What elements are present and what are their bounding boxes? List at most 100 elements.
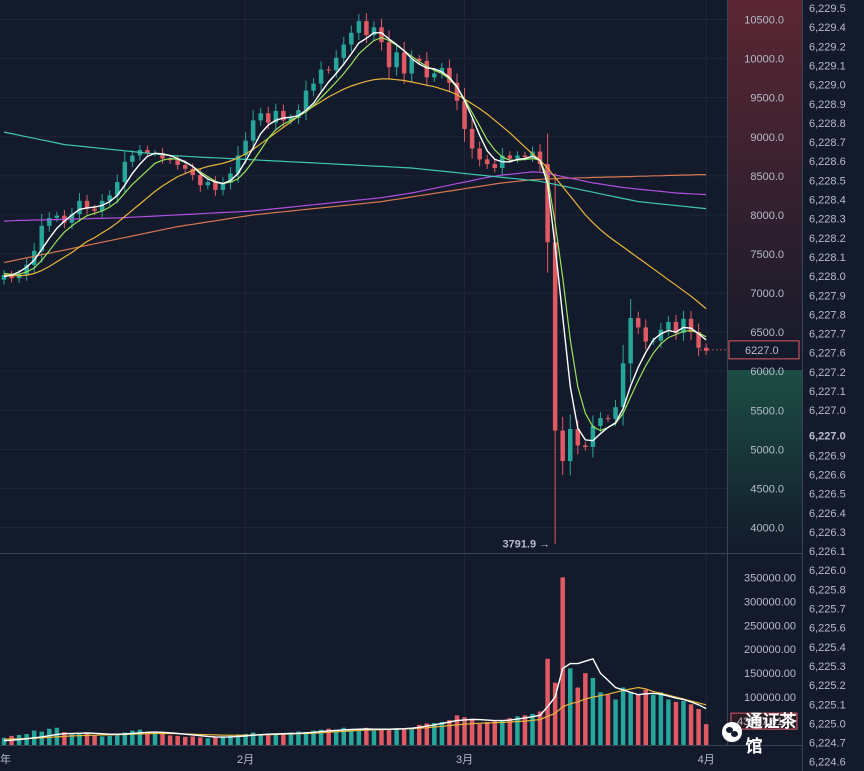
price-tick-label: 4500.0 (750, 483, 784, 495)
min-price-marker: 3791.9 → (502, 539, 550, 551)
volume-bar (266, 733, 271, 745)
candle-body (326, 69, 331, 71)
volume-bar (175, 735, 180, 745)
right-scale-label: 6,226.5 (809, 489, 846, 501)
volume-bar (537, 711, 543, 745)
right-scale-label: 6,227.7 (809, 329, 846, 341)
volume-bar (122, 732, 128, 745)
volume-bar (333, 729, 339, 745)
right-scale-label: 6,228.7 (809, 137, 846, 149)
ma-white-line (3, 32, 707, 442)
volume-bar (658, 692, 664, 745)
right-scale-label: 6,226.1 (809, 546, 846, 558)
right-scale-label: 6,225.7 (809, 604, 846, 616)
volume-bar (198, 737, 203, 745)
volume-bar (341, 727, 346, 745)
volume-bar (688, 704, 694, 745)
candle-body (250, 120, 256, 141)
candle-body (258, 113, 263, 121)
right-scale-background (802, 0, 864, 771)
ma-orange-line (3, 174, 707, 264)
wechat-watermark: 通证茶馆 (722, 712, 812, 757)
right-scale-current-value: 6,227.0 (809, 430, 846, 442)
candle-body (9, 275, 14, 279)
volume-bars (1, 577, 709, 745)
candle-body (598, 418, 603, 426)
volume-bar (507, 718, 513, 745)
time-axis: 年 2月 3月 4月 (0, 752, 715, 766)
candle-body (84, 200, 90, 209)
candle-body (590, 425, 596, 447)
candle-body (462, 100, 467, 129)
candle-body (77, 200, 82, 215)
volume-value-box: 43537.61 (730, 712, 798, 730)
candle-body (575, 429, 581, 446)
candle-body (432, 73, 437, 78)
right-price-scale[interactable]: 6,229.5 6,229.4 6,229.2 6,229.1 6,229.0 6,228… (809, 3, 846, 771)
volume-bar (364, 727, 369, 745)
candle-body (92, 208, 97, 211)
volume-bar (296, 731, 301, 745)
candle-body (666, 321, 671, 330)
right-scale-label: 6,226.9 (809, 450, 846, 462)
volume-bar (484, 722, 490, 745)
candle-body (613, 407, 618, 419)
time-tick-label: 2月 (237, 754, 254, 766)
volume-bar (424, 723, 430, 745)
price-tick-label: 10000.0 (744, 54, 784, 66)
price-tick-label: 9500.0 (750, 93, 784, 105)
candle-body (424, 60, 430, 78)
volume-bar (432, 722, 437, 745)
candle-body (122, 161, 128, 183)
candle-body (628, 318, 633, 364)
candle-body (69, 214, 75, 223)
volume-tick-label: 100000.00 (744, 692, 796, 704)
candle-body (190, 168, 195, 176)
volume-bar (167, 735, 173, 745)
candle-body (54, 215, 60, 219)
volume-bar (500, 720, 505, 745)
ma-yellow-line (3, 78, 707, 310)
volume-bar (598, 692, 603, 745)
current-price-label: 6227.0 (745, 345, 779, 357)
ma-teal-line (3, 131, 707, 210)
right-scale-label: 6,229.2 (809, 41, 846, 53)
candle-body (205, 182, 211, 186)
candle-body (658, 329, 664, 341)
volume-bar (703, 724, 709, 745)
volume-bar (696, 709, 701, 745)
ma-green-line (3, 36, 707, 432)
candle-body (552, 242, 558, 431)
volume-bar (356, 728, 362, 745)
min-price-label: 3791.9 → (502, 539, 550, 551)
volume-bar (530, 713, 535, 745)
volume-bar (417, 724, 422, 745)
volume-tick-label: 350000.00 (744, 572, 796, 584)
candle-body (24, 264, 29, 275)
right-scale-label: 6,227.9 (809, 290, 846, 302)
candle-body (288, 117, 294, 121)
right-scale-label: 6,224.6 (809, 757, 846, 769)
candle-body (696, 332, 701, 348)
volume-bar (409, 727, 414, 745)
candle-body (386, 42, 392, 68)
volume-bar (84, 733, 90, 745)
candle-body (303, 90, 309, 111)
right-scale-label: 6,226.3 (809, 527, 846, 539)
right-scale-label: 6,229.5 (809, 3, 846, 15)
candle-body (356, 21, 362, 33)
volume-bar (590, 677, 596, 745)
volume-bar (454, 715, 460, 745)
volume-bar (235, 734, 241, 745)
right-scale-label: 6,225.1 (809, 699, 846, 711)
price-tick-label: 8000.0 (750, 210, 784, 222)
candle-body (643, 327, 648, 342)
candle-body (477, 148, 482, 160)
candle-body (107, 195, 112, 201)
price-candles (1, 13, 709, 544)
candle-body (39, 225, 44, 251)
price-axis-red-band (728, 0, 802, 370)
wechat-icon (722, 722, 742, 742)
volume-bar (673, 701, 679, 745)
